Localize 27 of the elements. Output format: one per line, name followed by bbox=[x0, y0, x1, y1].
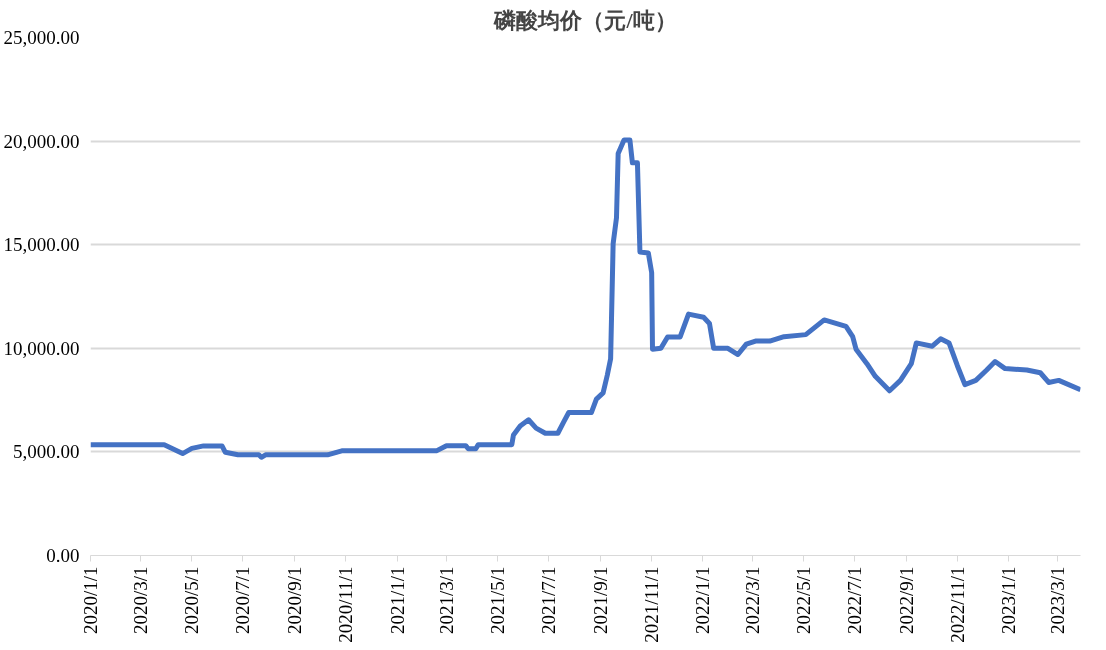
x-tick-label: 2020/9/1 bbox=[284, 566, 306, 635]
y-tick-label: 15,000.00 bbox=[3, 234, 80, 256]
x-tick-label: 2022/7/1 bbox=[843, 566, 865, 635]
x-tick-label: 2022/1/1 bbox=[692, 566, 714, 635]
chart-title: 磷酸均价（元/吨） bbox=[493, 7, 677, 33]
x-tick-label: 2022/11/1 bbox=[946, 566, 968, 643]
y-tick-label: 0.00 bbox=[46, 545, 80, 566]
x-tick-label: 2020/1/1 bbox=[80, 566, 101, 635]
x-tick-label: 2021/5/1 bbox=[487, 566, 509, 635]
x-tick-label: 2022/3/1 bbox=[741, 566, 763, 635]
x-tick-label: 2021/7/1 bbox=[538, 566, 560, 635]
y-tick-label: 5,000.00 bbox=[13, 441, 80, 463]
x-tick-label: 2023/1/1 bbox=[997, 566, 1019, 635]
x-tick-label: 2023/3/1 bbox=[1047, 566, 1069, 635]
y-tick-label: 10,000.00 bbox=[3, 337, 80, 359]
y-tick-label: 25,000.00 bbox=[3, 27, 80, 48]
x-tick-label: 2022/9/1 bbox=[895, 566, 917, 635]
x-tick-label: 2022/5/1 bbox=[792, 566, 814, 635]
x-tick-label: 2020/5/1 bbox=[181, 566, 203, 635]
y-tick-label: 20,000.00 bbox=[3, 130, 80, 152]
x-tick-label: 2021/1/1 bbox=[386, 566, 408, 635]
x-tick-label: 2020/11/1 bbox=[335, 566, 357, 643]
x-tick-label: 2021/9/1 bbox=[590, 566, 612, 635]
x-tick-label: 2020/3/1 bbox=[130, 566, 152, 635]
x-tick-label: 2020/7/1 bbox=[232, 566, 254, 635]
x-tick-label: 2021/3/1 bbox=[435, 566, 457, 635]
x-tick-label: 2021/11/1 bbox=[641, 566, 663, 643]
